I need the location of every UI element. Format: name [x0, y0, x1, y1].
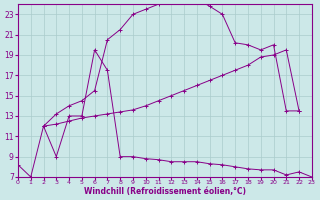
X-axis label: Windchill (Refroidissement éolien,°C): Windchill (Refroidissement éolien,°C) [84, 187, 246, 196]
